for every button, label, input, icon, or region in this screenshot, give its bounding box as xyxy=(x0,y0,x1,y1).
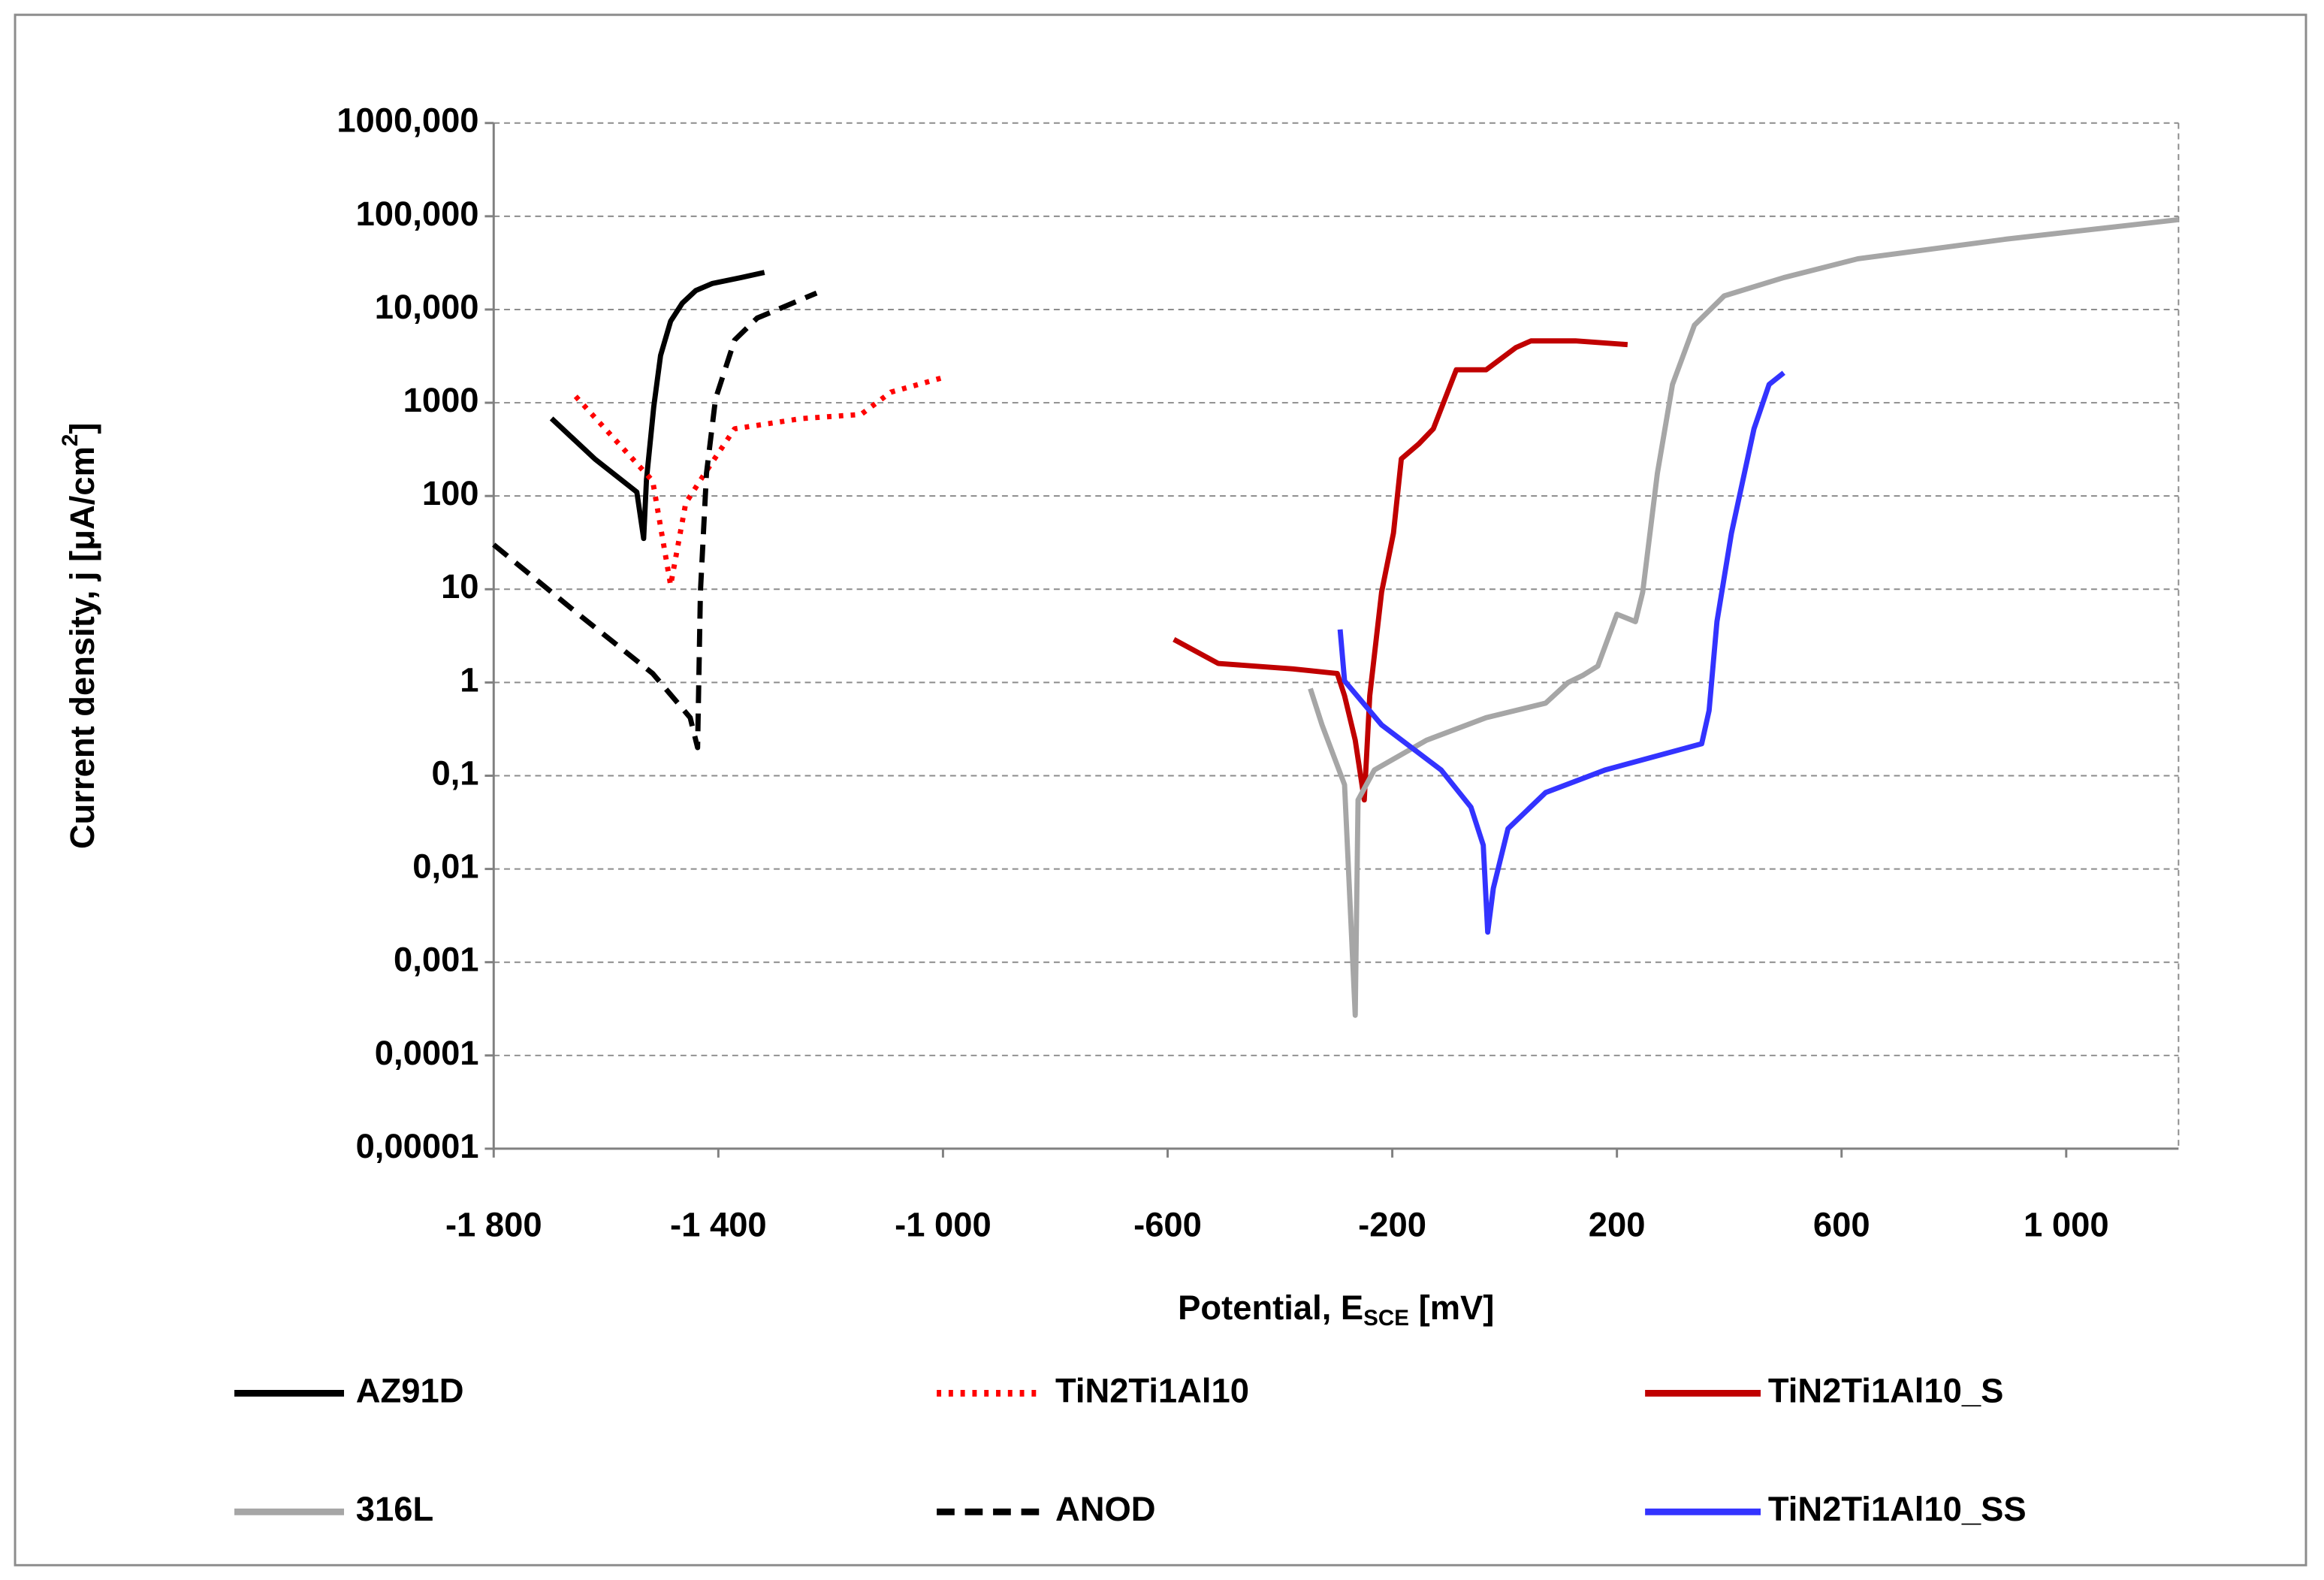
y-tick-label: 100,000 xyxy=(356,195,479,233)
y-tick-label: 0,0001 xyxy=(375,1034,479,1072)
x-tick-label: 600 xyxy=(1813,1205,1870,1243)
x-tick-label: -1 000 xyxy=(895,1205,991,1243)
x-tick-label: 1 000 xyxy=(2024,1205,2109,1243)
x-axis-title-main: Potential, E xyxy=(1178,1288,1363,1327)
x-axis-title-sub: SCE xyxy=(1363,1306,1409,1331)
y-tick-label: 0,1 xyxy=(431,754,478,792)
series-line xyxy=(492,290,818,751)
chart-border xyxy=(14,14,2307,1566)
x-tick-label: -200 xyxy=(1358,1205,1426,1243)
y-tick-label: 0,001 xyxy=(394,941,479,979)
y-tick-label: 100 xyxy=(422,474,479,512)
y-axis-title-end: ] xyxy=(63,423,101,434)
y-axis-title-main: Current density, j [μA/cm xyxy=(63,446,101,849)
series-line xyxy=(573,374,947,588)
series-line xyxy=(1337,370,1785,935)
y-tick-label: 0,00001 xyxy=(356,1127,479,1165)
y-tick-label: 1 xyxy=(460,660,478,699)
y-axis-title-sup: 2 xyxy=(58,434,83,446)
series-line xyxy=(1173,338,1628,803)
x-tick-label: -1 800 xyxy=(445,1205,542,1243)
y-tick-label: 1000,000 xyxy=(337,101,478,140)
y-tick-label: 10 xyxy=(441,567,478,606)
legend-label: ANOD xyxy=(1055,1490,1156,1528)
legend-label: 316L xyxy=(356,1490,433,1528)
y-axis-title: Current density, j [μA/cm2] xyxy=(58,423,101,850)
y-tick-label: 10,000 xyxy=(375,288,479,326)
legend-label: TiN2Ti1Al10_SS xyxy=(1768,1490,2027,1528)
series-line xyxy=(1308,216,2179,1018)
x-tick-label: -1 400 xyxy=(670,1205,767,1243)
legend-label: TiN2Ti1Al10 xyxy=(1055,1371,1249,1409)
legend-label: TiN2Ti1Al10_S xyxy=(1768,1371,2003,1409)
x-tick-label: -600 xyxy=(1133,1205,1202,1243)
x-tick-label: 200 xyxy=(1589,1205,1646,1243)
series-line xyxy=(549,270,765,542)
y-tick-label: 1000 xyxy=(403,381,479,419)
y-tick-label: 0,01 xyxy=(412,847,478,886)
x-axis-title-end: [mV] xyxy=(1409,1288,1494,1327)
legend-label: AZ91D xyxy=(356,1371,464,1409)
x-axis-title: Potential, ESCE [mV] xyxy=(1178,1288,1494,1331)
